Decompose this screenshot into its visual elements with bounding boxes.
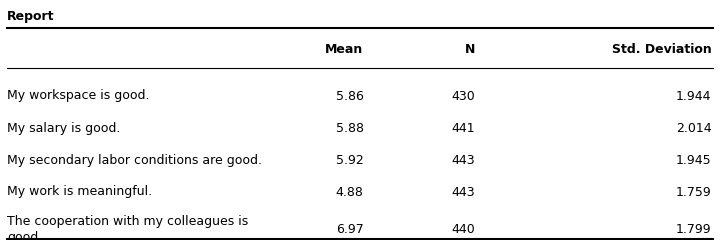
Text: N: N [465,43,475,56]
Text: The cooperation with my colleagues is
good.: The cooperation with my colleagues is go… [7,215,248,240]
Text: 4.88: 4.88 [336,186,364,198]
Text: 430: 430 [451,90,475,102]
Text: My secondary labor conditions are good.: My secondary labor conditions are good. [7,154,262,167]
Text: 5.88: 5.88 [336,122,364,135]
Text: 5.92: 5.92 [336,154,364,167]
Text: 443: 443 [451,186,475,198]
Text: 440: 440 [451,223,475,236]
Text: My workspace is good.: My workspace is good. [7,90,150,102]
Text: Mean: Mean [325,43,364,56]
Text: Report: Report [7,10,55,23]
Text: 6.97: 6.97 [336,223,364,236]
Text: My salary is good.: My salary is good. [7,122,120,135]
Text: 441: 441 [451,122,475,135]
Text: 2.014: 2.014 [676,122,711,135]
Text: Std. Deviation: Std. Deviation [611,43,711,56]
Text: My work is meaningful.: My work is meaningful. [7,186,153,198]
Text: 443: 443 [451,154,475,167]
Text: 1.945: 1.945 [676,154,711,167]
Text: 1.944: 1.944 [676,90,711,102]
Text: 1.799: 1.799 [676,223,711,236]
Text: 5.86: 5.86 [336,90,364,102]
Text: 1.759: 1.759 [675,186,711,198]
